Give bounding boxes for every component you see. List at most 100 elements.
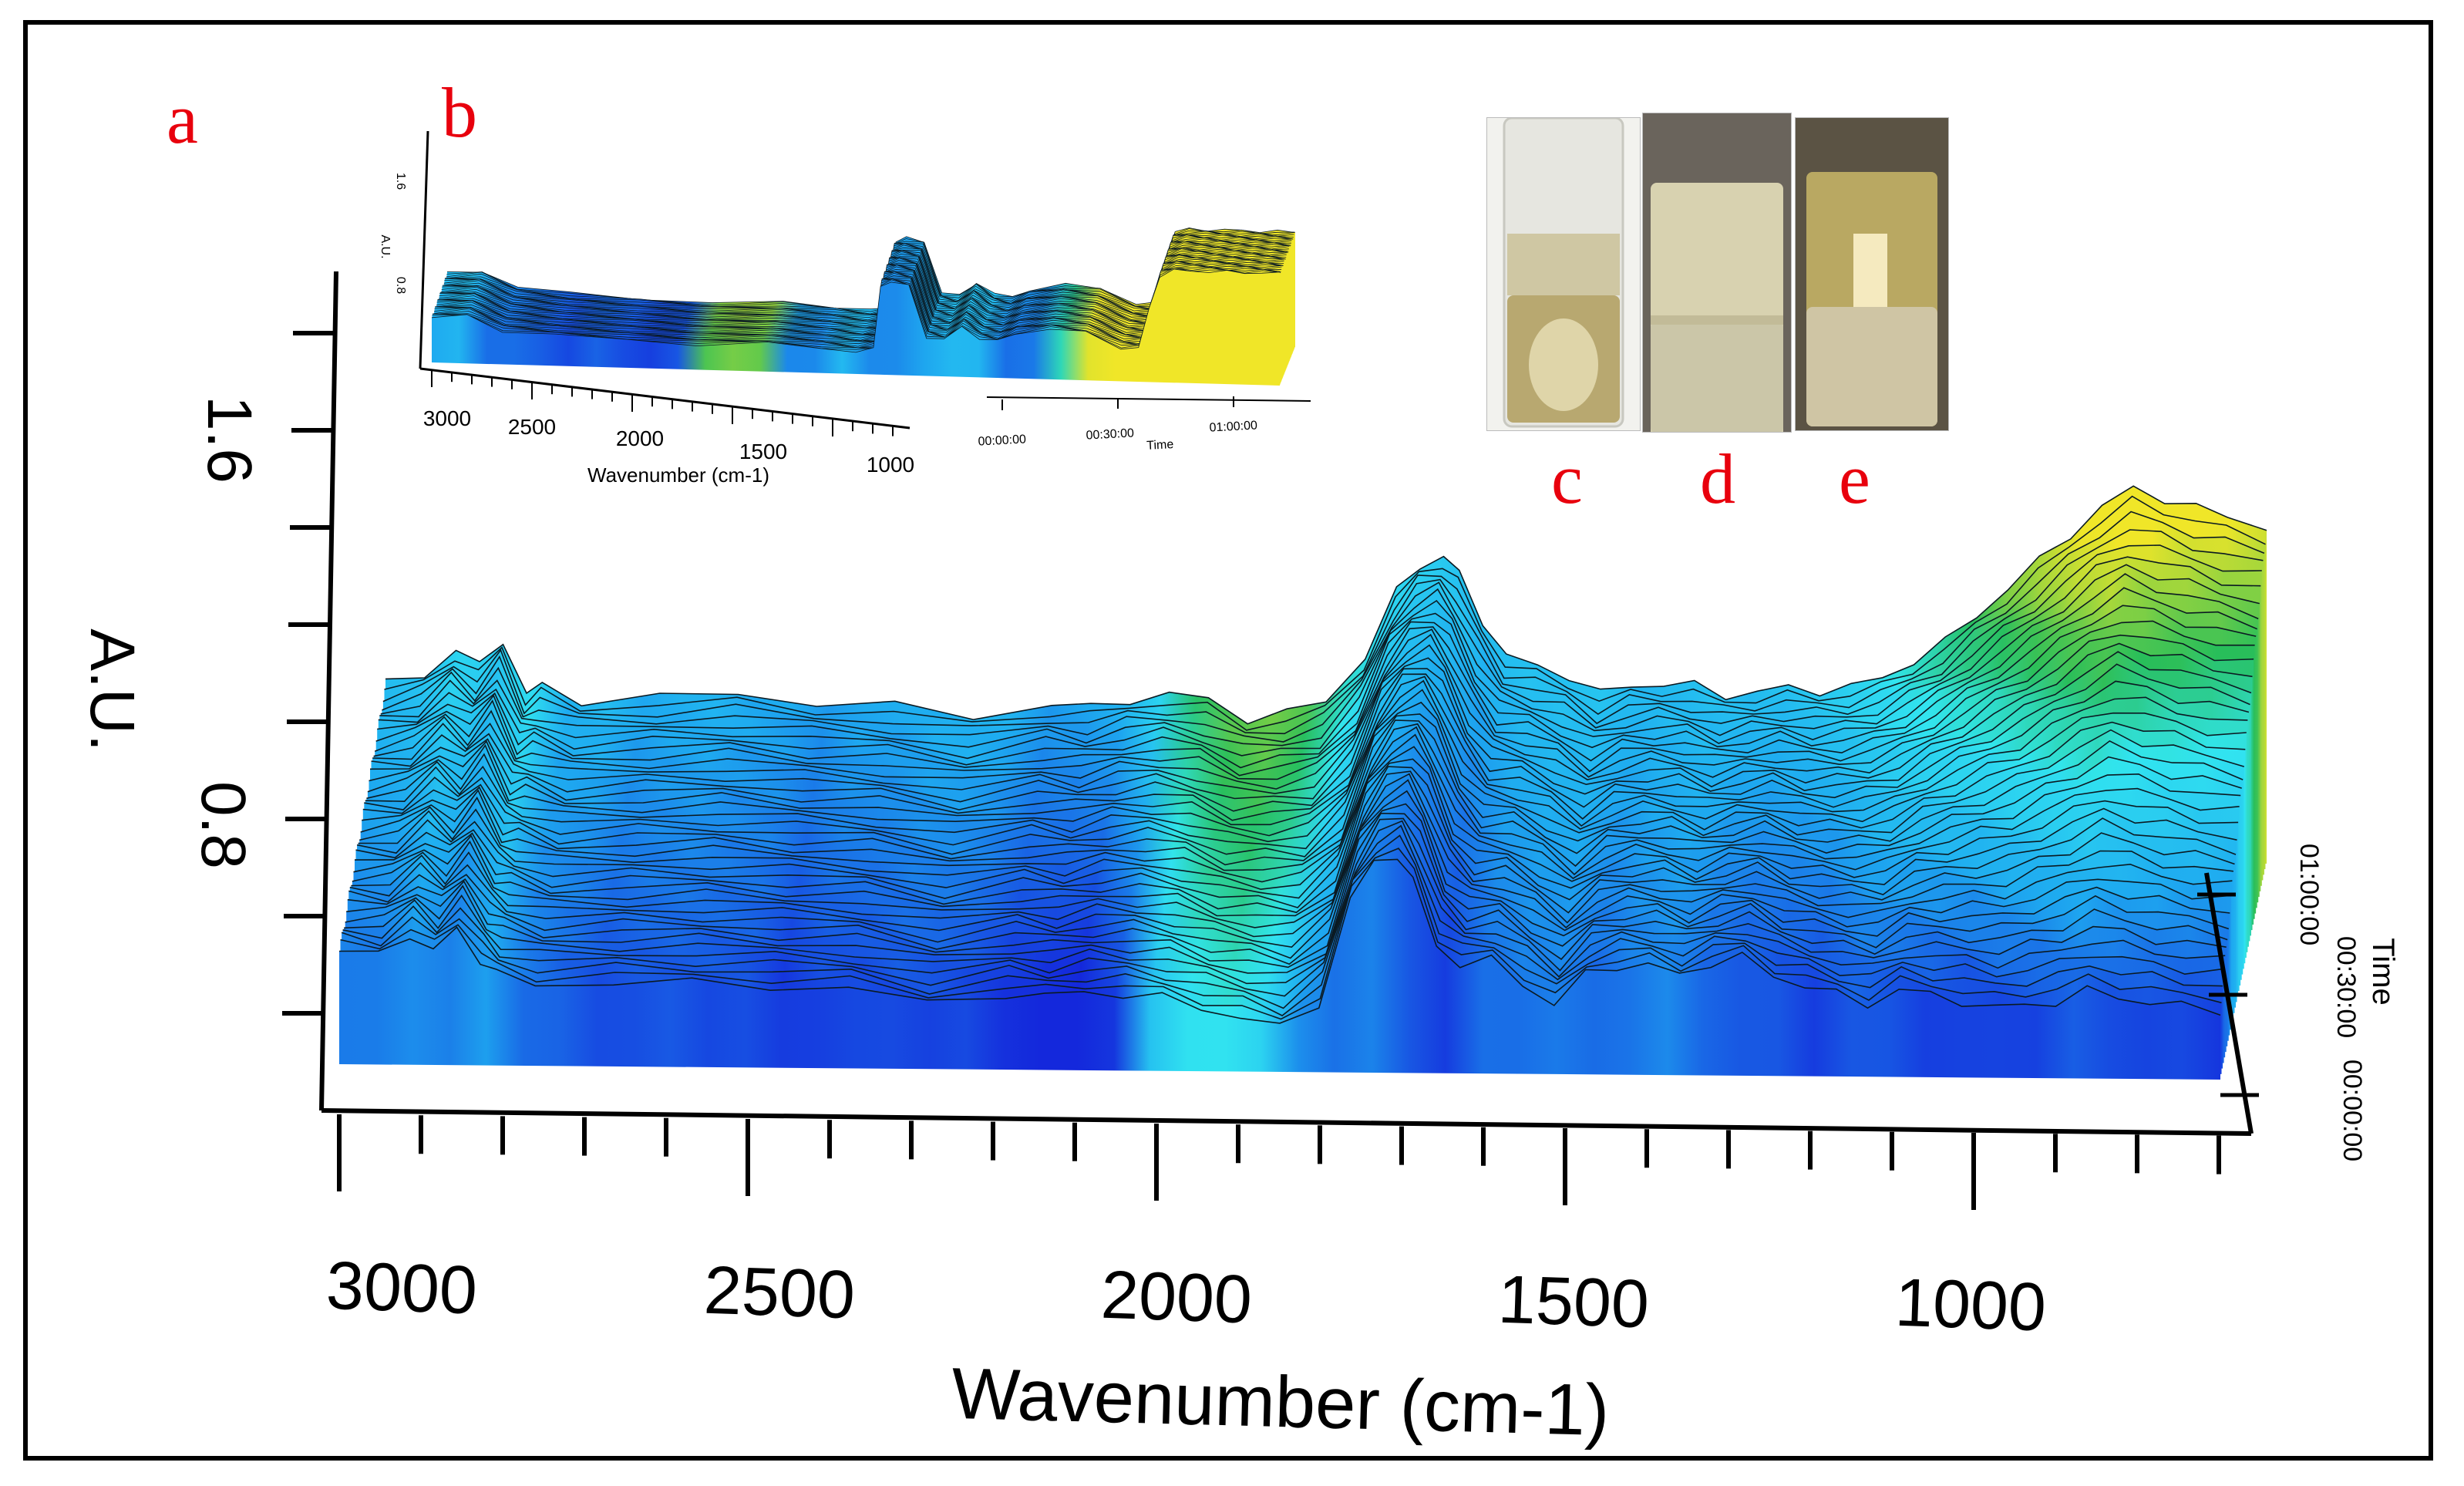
inset-time-axis-label: Time bbox=[1146, 438, 1174, 453]
inset-x-tick-label-1500: 1500 bbox=[739, 440, 787, 463]
inset-y-tick-label-0.8: 0.8 bbox=[394, 277, 407, 294]
main-spectrum-trace-36 bbox=[382, 529, 2264, 743]
main-spectrum-trace-31 bbox=[375, 587, 2258, 780]
vial-c-image bbox=[1487, 118, 1640, 430]
main-spectrum-trace-37 bbox=[382, 510, 2265, 735]
panel-label-a: a bbox=[167, 79, 198, 158]
main-spectrum-trace-3 bbox=[342, 824, 2224, 1009]
main-time-axis-label: Time bbox=[2366, 938, 2400, 1005]
main-time-axis-line bbox=[2204, 872, 2254, 1134]
inset-spectrum-trace-12 bbox=[436, 257, 1285, 341]
main-spectrum-trace-19 bbox=[362, 713, 2244, 871]
inset-spectrum-trace-22 bbox=[440, 246, 1289, 329]
main-x-axis-label: Wavenumber (cm-1) bbox=[951, 1353, 1611, 1451]
main-spectrum-trace-38 bbox=[384, 495, 2266, 731]
main-spectrum-band-0 bbox=[339, 859, 2220, 1080]
main-x-tick-label-2000: 2000 bbox=[1100, 1256, 1254, 1338]
inset-x-tick-label-2500: 2500 bbox=[508, 415, 556, 439]
inset-spectrum-trace-8 bbox=[435, 261, 1284, 342]
panel-label-e: e bbox=[1839, 440, 1870, 518]
main-y-axis-line bbox=[319, 271, 338, 1111]
inset-spectrum-trace-21 bbox=[439, 247, 1288, 329]
inset-spectrum-trace-35 bbox=[445, 232, 1294, 315]
main-spectrum-trace-34 bbox=[379, 556, 2261, 760]
inset-x-tick-label-3000: 3000 bbox=[423, 406, 471, 430]
vial-e-image bbox=[1796, 118, 1948, 430]
main-spectrum-trace-35 bbox=[380, 544, 2262, 748]
inset-spectrum-trace-15 bbox=[437, 253, 1286, 335]
main-tick-marks bbox=[282, 331, 2259, 1210]
inset-spectrum-trace-31 bbox=[443, 236, 1292, 321]
panel-label-b: b bbox=[442, 73, 477, 152]
inset-time-axis-line bbox=[986, 396, 1311, 402]
main-spectrum-trace-23 bbox=[366, 676, 2248, 843]
main-spectrum-trace-11 bbox=[352, 770, 2233, 938]
main-spectrum-trace-13 bbox=[354, 758, 2237, 917]
panel-label-d: d bbox=[1700, 440, 1735, 518]
inset-spectrum-trace-3 bbox=[433, 266, 1281, 349]
main-x-axis-line bbox=[321, 1108, 2252, 1136]
main-spectrum-trace-5 bbox=[345, 817, 2227, 985]
inset-spectrum-trace-0 bbox=[431, 268, 1281, 353]
inset-tick-marks bbox=[431, 370, 1234, 436]
main-spectrum-trace-20 bbox=[362, 701, 2245, 866]
inset-x-axis-line bbox=[419, 367, 911, 430]
inset-spectrum-band-0 bbox=[432, 269, 1280, 386]
main-spectrum-trace-25 bbox=[369, 663, 2250, 826]
main-spectrum-trace-14 bbox=[355, 746, 2237, 914]
inset-spectrum-trace-37 bbox=[446, 230, 1295, 315]
main-spectrum-trace-12 bbox=[353, 766, 2235, 928]
main-spectrum-trace-6 bbox=[346, 812, 2228, 974]
main-spectrum-trace-27 bbox=[371, 642, 2253, 812]
inset-y-axis-line bbox=[419, 130, 429, 369]
main-spectra-surface bbox=[338, 485, 2267, 1080]
main-spectrum-trace-16 bbox=[358, 726, 2240, 899]
vial-c-upper-liquid bbox=[1507, 234, 1620, 295]
main-x-tick-label-3000: 3000 bbox=[325, 1247, 479, 1329]
main-time-tick-label-00:30:00: 00:30:00 bbox=[2331, 936, 2361, 1038]
main-y-tick-label-1.6: 1.6 bbox=[194, 396, 264, 484]
main-spectrum-trace-4 bbox=[344, 820, 2226, 997]
main-spectrum-trace-39 bbox=[385, 485, 2267, 725]
main-spectrum-trace-15 bbox=[356, 733, 2239, 908]
inset-spectrum-trace-33 bbox=[444, 234, 1293, 315]
main-spectrum-trace-29 bbox=[373, 620, 2255, 794]
inset-time-tick-label-00:00:00: 00:00:00 bbox=[978, 433, 1026, 448]
main-spectrum-trace-21 bbox=[364, 689, 2246, 858]
main-spectrum-trace-28 bbox=[372, 633, 2254, 803]
inset-y-tick-label-1.6: 1.6 bbox=[394, 173, 407, 190]
main-spectrum-trace-17 bbox=[359, 723, 2241, 891]
inset-x-tick-label-2000: 2000 bbox=[616, 426, 664, 450]
main-spectrum-trace-18 bbox=[360, 719, 2242, 883]
main-axes bbox=[319, 271, 2254, 1136]
main-spectrum-trace-33 bbox=[378, 564, 2260, 769]
main-spectrum-trace-32 bbox=[377, 573, 2259, 777]
main-spectrum-trace-2 bbox=[341, 834, 2223, 1016]
inset-x-tick-label-1000: 1000 bbox=[867, 453, 914, 477]
main-y-tick-label-0.8: 0.8 bbox=[188, 781, 258, 869]
inset-spectrum-trace-16 bbox=[438, 253, 1287, 335]
main-x-tick-label-2500: 2500 bbox=[703, 1252, 857, 1333]
inset-spectra-surface bbox=[431, 227, 1296, 386]
main-spectrum-trace-22 bbox=[365, 679, 2247, 850]
inset-time-tick-label-00:30:00: 00:30:00 bbox=[1086, 426, 1134, 442]
main-spectrum-trace-10 bbox=[351, 773, 2233, 949]
vial-d-liquid bbox=[1651, 322, 1783, 432]
inset-y-axis-label: A.U. bbox=[379, 234, 392, 258]
main-y-axis-label: A.U. bbox=[77, 628, 147, 751]
inset-spectrum-trace-34 bbox=[445, 233, 1294, 315]
main-time-tick-label-01:00:00: 01:00:00 bbox=[2294, 844, 2324, 945]
inset-x-axis-label: Wavenumber (cm-1) bbox=[587, 463, 769, 487]
main-x-tick-label-1000: 1000 bbox=[1894, 1264, 2048, 1346]
main-time-tick-label-00:00:00: 00:00:00 bbox=[2338, 1060, 2367, 1161]
vial-e-liquid bbox=[1806, 307, 1937, 426]
inset-spectrum-trace-28 bbox=[443, 240, 1291, 322]
inset-time-tick-label-01:00:00: 01:00:00 bbox=[1209, 419, 1257, 434]
inset-spectrum-trace-9 bbox=[435, 260, 1284, 342]
main-spectrum-trace-1 bbox=[340, 847, 2222, 1020]
main-spectrum-trace-7 bbox=[347, 803, 2230, 969]
main-spectrum-trace-24 bbox=[367, 673, 2250, 837]
vial-photo-e bbox=[1795, 117, 1949, 431]
